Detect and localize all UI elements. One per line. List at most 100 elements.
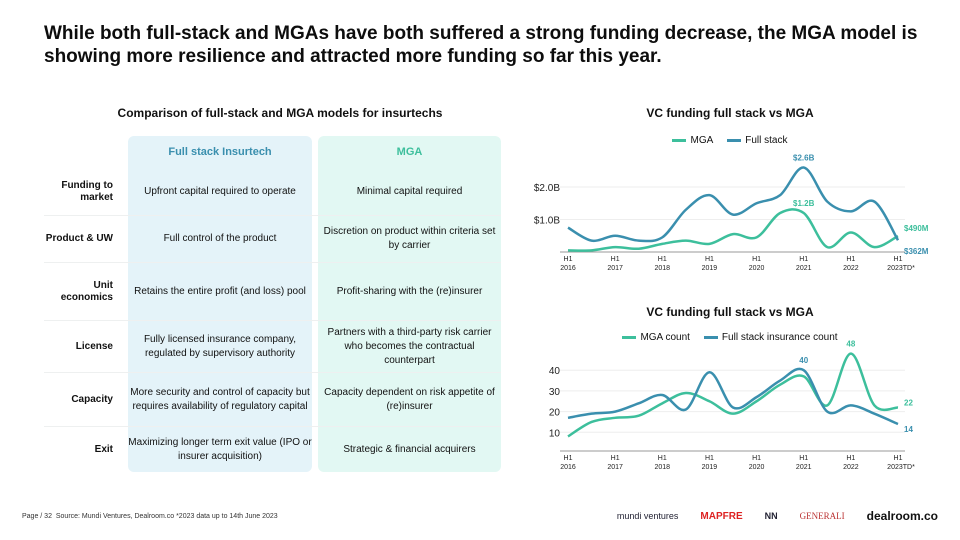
- chart1-title: VC funding full stack vs MGA: [646, 106, 814, 120]
- source-note: Source: Mundi Ventures, Dealroom.co *202…: [55, 513, 278, 520]
- x-tick-label: 2022: [843, 265, 859, 272]
- data-label: $1.2B: [793, 199, 815, 208]
- data-label: 22: [904, 398, 913, 407]
- legend-label: MGA: [690, 135, 714, 146]
- x-tick-label: H1: [658, 455, 667, 462]
- table-row: License Fully licensed insurance company,…: [44, 320, 501, 372]
- slide-title: While both full-stack and MGAs have both…: [44, 23, 918, 67]
- x-tick-label: 2017: [607, 265, 623, 272]
- mga-cell: Profit-sharing with the (re)insurer: [336, 285, 483, 297]
- legend-full-stack-count: Full stack insurance count: [703, 332, 838, 343]
- x-tick-label: H1: [799, 256, 808, 263]
- chart2-legend: MGA count Full stack insurance count: [530, 332, 930, 343]
- full-stack-cell: Retains the entire profit (and loss) poo…: [134, 285, 306, 297]
- mga-header: MGA: [396, 146, 423, 158]
- mga-cell: Minimal capital required: [356, 185, 463, 197]
- x-tick-label: 2021: [796, 464, 812, 471]
- data-label: 48: [846, 340, 855, 349]
- x-tick-label: 2017: [607, 464, 623, 471]
- x-tick-label: H1: [894, 455, 903, 462]
- y-tick-label: 20: [549, 408, 561, 419]
- logo-dealroom: dealroom.co: [866, 509, 938, 523]
- y-tick-label: $1.0B: [534, 216, 560, 227]
- x-tick-label: 2016: [560, 464, 576, 471]
- full-stack-cell: Full control of the product: [163, 233, 277, 244]
- table-row: Funding to market Upfront capital require…: [44, 168, 501, 215]
- data-label: $362M: [904, 247, 929, 256]
- row-label: Product & UW: [45, 233, 113, 244]
- x-tick-label: H1: [564, 455, 573, 462]
- data-label: $490M: [904, 224, 929, 233]
- full-stack-header: Full stack Insurtech: [168, 146, 272, 158]
- x-tick-label: 2020: [749, 265, 765, 272]
- legend-mga-count: MGA count: [622, 332, 690, 343]
- x-tick-label: H1: [658, 256, 667, 263]
- series-line-full-stack-insurance-count: [567, 367, 899, 426]
- full-stack-column-bg: [128, 136, 312, 472]
- mga-cell: Strategic & financial acquirers: [343, 443, 476, 455]
- x-tick-label: 2023TD*: [887, 464, 915, 471]
- legend-label: MGA count: [640, 332, 690, 343]
- x-tick-label: H1: [705, 256, 714, 263]
- full-stack-cell: More security and control of capacity bu…: [130, 386, 310, 412]
- x-tick-label: 2021: [796, 265, 812, 272]
- table-row: Exit Maximizing longer term exit value (I…: [44, 426, 501, 472]
- table-row: Unit economics Retains the entire profit …: [44, 262, 501, 320]
- data-label: 14: [904, 425, 913, 434]
- y-tick-label: 10: [549, 428, 561, 439]
- x-tick-label: H1: [705, 455, 714, 462]
- mga-column-bg: [318, 136, 501, 472]
- x-tick-label: 2018: [654, 265, 670, 272]
- chart1-legend: MGA Full stack: [530, 135, 930, 146]
- table-title: Comparison of full-stack and MGA models …: [117, 106, 443, 120]
- mga-cell: Partners with a third-party risk carrier…: [327, 326, 492, 366]
- row-label: Unit economics: [60, 279, 113, 303]
- table-row: Product & UW Full control of the product D…: [44, 215, 501, 262]
- x-tick-label: H1: [846, 256, 855, 263]
- legend-label: Full stack insurance count: [721, 332, 838, 343]
- series-line-mga-count: [567, 352, 899, 438]
- x-tick-label: H1: [752, 256, 761, 263]
- page-number: Page / 32: [22, 513, 52, 520]
- full-stack-cell: Fully licensed insurance company, regula…: [143, 333, 297, 359]
- y-tick-label: 30: [549, 387, 561, 398]
- x-tick-label: 2020: [749, 464, 765, 471]
- x-tick-label: 2018: [654, 464, 670, 471]
- x-tick-label: H1: [894, 256, 903, 263]
- legend-label: Full stack: [745, 135, 788, 146]
- mga-cell: Discretion on product within criteria se…: [323, 226, 496, 251]
- data-label: $2.6B: [793, 154, 815, 163]
- full-stack-cell: Maximizing longer term exit value (IPO o…: [128, 436, 312, 462]
- row-label: Exit: [94, 443, 113, 455]
- x-tick-label: H1: [611, 256, 620, 263]
- table-row: Capacity More security and control of cap…: [44, 372, 501, 426]
- logo-generali: GENERALI: [799, 511, 845, 521]
- x-tick-label: H1: [799, 455, 808, 462]
- x-tick-label: 2019: [702, 265, 718, 272]
- legend-full-stack: Full stack: [727, 135, 788, 146]
- mga-cell: Capacity dependent on risk appetite of (…: [324, 386, 495, 412]
- y-tick-label: 40: [549, 366, 561, 377]
- series-line-mga: [567, 208, 899, 252]
- partner-logos: mundi ventures MAPFRE NN GENERALI dealro…: [617, 509, 938, 523]
- row-label: Capacity: [71, 393, 113, 405]
- x-tick-label: 2022: [843, 464, 859, 471]
- x-tick-label: 2016: [560, 265, 576, 272]
- series-line-full-stack: [567, 166, 900, 243]
- footer: Page / 32 Source: Mundi Ventures, Dealro…: [22, 513, 278, 520]
- x-tick-label: H1: [611, 455, 620, 462]
- full-stack-cell: Upfront capital required to operate: [144, 185, 296, 197]
- logo-mundi: mundi ventures: [616, 511, 679, 521]
- chart2-title: VC funding full stack vs MGA: [646, 305, 814, 319]
- x-tick-label: 2023TD*: [887, 265, 915, 272]
- x-tick-label: H1: [564, 256, 573, 263]
- x-tick-label: 2019: [702, 464, 718, 471]
- logo-mapfre: MAPFRE: [700, 510, 743, 522]
- x-tick-label: H1: [752, 455, 761, 462]
- row-label: License: [75, 340, 113, 352]
- data-label: 40: [799, 356, 808, 365]
- row-label: Funding to market: [61, 179, 113, 203]
- legend-mga: MGA: [672, 135, 713, 146]
- y-tick-label: $2.0B: [534, 183, 560, 194]
